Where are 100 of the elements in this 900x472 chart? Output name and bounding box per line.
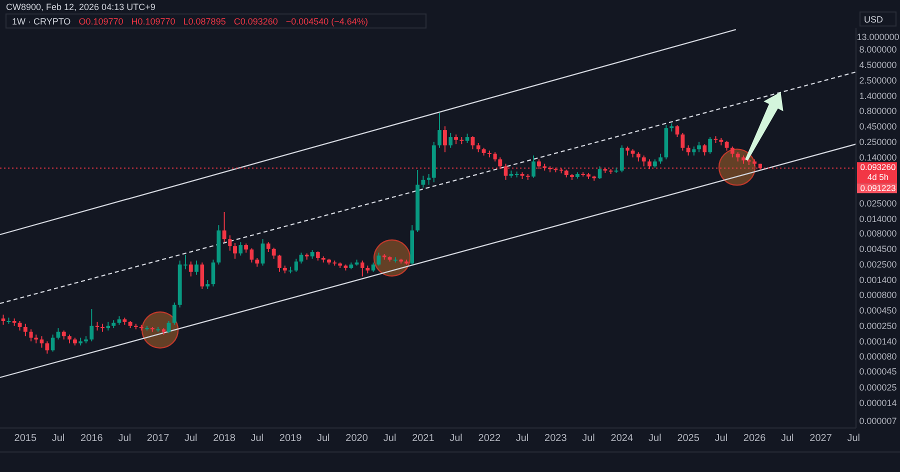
- candlestick: [272, 247, 276, 260]
- candlestick: [465, 133, 470, 144]
- candlestick: [45, 340, 50, 354]
- candlestick: [730, 146, 734, 158]
- y-tick-label: 0.000045: [859, 366, 897, 377]
- x-tick-label: Jul: [118, 433, 132, 444]
- text: H0.109770: [131, 16, 176, 26]
- candlestick: [316, 250, 320, 262]
- candlestick: [172, 302, 176, 326]
- candlestick: [194, 260, 198, 276]
- y-tick-label: 0.014000: [859, 214, 897, 224]
- y-tick-label: 0.000014: [859, 398, 897, 408]
- ref-line-label: 0.093260: [860, 162, 896, 172]
- x-tick-label: Jul: [516, 433, 529, 444]
- y-tick-label: 0.004500: [859, 244, 897, 254]
- x-tick-label: 2017: [146, 433, 170, 444]
- x-tick-label: 2025: [677, 433, 700, 444]
- text: C0.093260: [234, 16, 278, 26]
- y-tick-label: 0.140000: [859, 152, 897, 162]
- candlestick: [443, 126, 447, 153]
- candlestick: [476, 142, 480, 153]
- x-tick-label: 2019: [279, 433, 302, 444]
- y-tick-label: 4.500000: [859, 60, 897, 70]
- candlestick: [278, 254, 282, 272]
- candlestick: [427, 173, 431, 186]
- candlestick: [658, 153, 663, 164]
- y-tick-label: 13.000000: [856, 32, 900, 42]
- x-tick-label: Jul: [450, 433, 462, 444]
- candlestick: [244, 243, 248, 254]
- text: CW8900, Feb 12, 2026 04:13 UTC+9: [6, 2, 156, 12]
- candlestick: [708, 136, 712, 154]
- x-tick-label: 2023: [544, 433, 568, 444]
- y-tick-label: 0.001400: [859, 275, 897, 286]
- y-tick-label: 0.000007: [859, 416, 897, 426]
- y-tick-label: 8.000000: [859, 44, 897, 55]
- candlestick: [50, 334, 55, 352]
- x-tick-label: Jul: [781, 433, 794, 444]
- text: 0.091223: [860, 183, 896, 194]
- candlestick: [454, 134, 458, 145]
- x-tick-label: 2021: [412, 433, 435, 444]
- y-tick-label: 0.000140: [859, 336, 897, 346]
- x-tick-label: 2027: [810, 433, 832, 444]
- candlestick: [90, 308, 94, 342]
- x-tick-label: Jul: [52, 433, 65, 444]
- x-tick-label: Jul: [184, 433, 198, 444]
- x-tick-label: Jul: [648, 433, 662, 444]
- x-tick-label: Jul: [316, 433, 330, 444]
- candlestick: [680, 132, 685, 152]
- candlestick: [421, 175, 426, 188]
- text: 4d 5h: [867, 172, 889, 182]
- y-axis-title: USD: [864, 14, 884, 24]
- text: L0.087895: [183, 16, 226, 26]
- candlestick: [675, 124, 680, 138]
- y-tick-label: 0.002500: [859, 260, 897, 270]
- x-tick-label: Jul: [714, 433, 728, 444]
- candlestick: [438, 112, 442, 148]
- x-tick-label: 2022: [478, 433, 501, 444]
- x-tick-label: 2026: [743, 433, 766, 444]
- x-tick-label: 2020: [346, 433, 368, 444]
- candlestick: [448, 132, 452, 148]
- y-tick-label: 0.000450: [859, 305, 897, 316]
- y-tick-label: 0.025000: [859, 198, 897, 208]
- y-tick-label: 0.000080: [859, 351, 897, 362]
- candlestick: [294, 258, 298, 272]
- candlestick: [470, 136, 475, 150]
- candlestick: [493, 152, 497, 162]
- chart-title: 1W · CRYPTO: [12, 16, 71, 26]
- candlestick: [360, 260, 364, 277]
- y-tick-label: 0.000250: [859, 321, 897, 332]
- x-tick-label: 2016: [80, 433, 104, 444]
- candlestick: [1, 314, 6, 326]
- candlestick: [736, 152, 740, 162]
- candlestick: [222, 211, 226, 243]
- x-tick-label: Jul: [847, 433, 860, 444]
- y-tick-label: 0.250000: [859, 137, 897, 148]
- candlestick: [697, 141, 701, 153]
- candlestick: [238, 242, 243, 256]
- x-tick-label: Jul: [383, 433, 396, 444]
- candlestick: [29, 328, 33, 342]
- candlestick: [23, 323, 28, 337]
- candlestick: [620, 144, 624, 173]
- candlestick: [724, 140, 729, 152]
- candlestick: [686, 144, 690, 156]
- y-tick-label: 0.800000: [859, 106, 897, 116]
- candlestick: [266, 242, 270, 253]
- y-tick-label: 0.000800: [859, 290, 897, 300]
- y-tick-label: 0.008000: [859, 228, 897, 239]
- candlestick: [233, 242, 237, 260]
- x-tick-label: 2024: [610, 433, 634, 444]
- text: −0.004540 (−4.64%): [286, 16, 368, 26]
- candlestick: [40, 336, 44, 348]
- candlestick: [636, 152, 640, 162]
- candlestick: [598, 166, 602, 180]
- y-tick-label: 2.500000: [859, 76, 897, 86]
- candlestick: [371, 262, 376, 272]
- candlestick: [250, 248, 254, 263]
- candlestick: [228, 234, 232, 252]
- x-tick-label: 2018: [213, 433, 236, 444]
- y-tick-label: 0.000025: [859, 382, 897, 392]
- candlestick: [702, 144, 707, 156]
